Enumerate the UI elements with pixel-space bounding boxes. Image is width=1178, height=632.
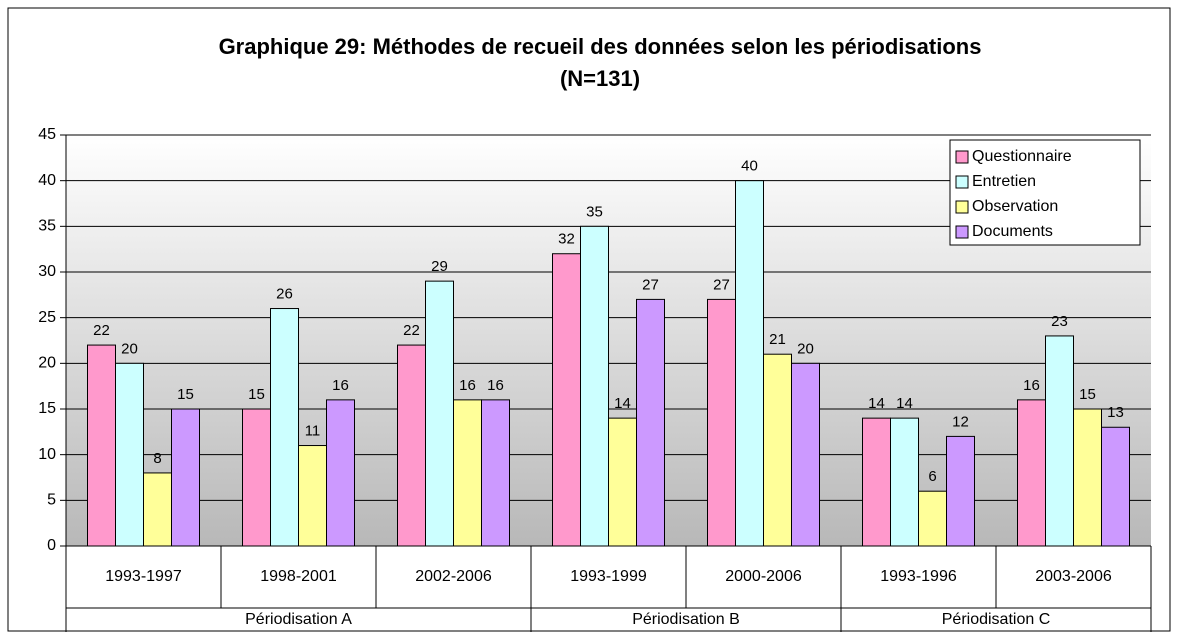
bar [481,399,510,547]
value-label: 11 [305,423,321,440]
bar [918,490,947,547]
y-tick-label: 30 [38,263,56,280]
bar [115,362,144,547]
legend-label: Documents [972,223,1053,240]
y-tick-label: 25 [38,309,56,326]
value-label: 16 [459,377,476,394]
y-tick-label: 15 [38,400,56,417]
bar [946,435,975,547]
value-label: 15 [248,386,265,403]
value-label: 26 [276,286,293,303]
y-tick-label: 35 [38,218,56,235]
bar [326,399,355,547]
legend-box [949,139,1141,246]
value-label: 27 [713,276,730,293]
legend-label: Entretien [972,173,1036,190]
value-label: 14 [896,395,913,412]
value-label: 8 [153,450,161,467]
bar [763,353,792,547]
value-label: 20 [797,340,814,357]
value-label: 32 [558,231,575,248]
value-label: 14 [868,395,885,412]
value-label: 23 [1051,313,1068,330]
x-tick-label: 2003-2006 [1035,568,1112,585]
x-tick-label: 1993-1997 [105,568,182,585]
bar [171,408,200,547]
value-label: 13 [1107,404,1124,421]
value-label: 22 [93,322,110,339]
y-tick-label: 20 [38,355,56,372]
group-label: Périodisation B [632,611,740,628]
group-label: Périodisation A [245,611,352,628]
value-label: 27 [642,276,659,293]
x-tick-label: 1998-2001 [260,568,337,585]
group-label: Périodisation C [942,611,1051,628]
value-label: 40 [741,158,758,175]
y-tick-label: 10 [38,446,56,463]
bar [397,344,426,547]
x-tick-label: 2002-2006 [415,568,492,585]
value-label: 15 [1079,386,1096,403]
value-label: 35 [586,203,603,220]
bar [707,298,736,547]
bar [298,445,327,547]
legend-swatch [955,200,969,214]
value-label: 15 [177,386,194,403]
x-tick-label: 1993-1996 [880,568,957,585]
value-label: 22 [403,322,420,339]
value-label: 12 [952,413,969,430]
bar [580,225,609,547]
legend-swatch [955,175,969,189]
legend-label: Observation [972,198,1058,215]
value-label: 6 [928,468,936,485]
bar [862,417,891,547]
bar [453,399,482,547]
value-label: 29 [431,258,448,275]
legend-swatch [955,225,969,239]
y-tick-label: 45 [38,126,56,143]
bar [1101,426,1130,547]
y-tick-label: 0 [47,537,56,554]
bar [608,417,637,547]
bar [1073,408,1102,547]
value-label: 14 [614,395,631,412]
legend-swatch [955,150,969,164]
chart-title: Graphique 29: Méthodes de recueil des do… [219,34,982,59]
bar [270,308,299,547]
bar [242,408,271,547]
x-tick-label: 1993-1999 [570,568,647,585]
bar [1045,335,1074,547]
value-label: 21 [769,331,786,348]
value-label: 16 [487,377,504,394]
chart-subtitle: (N=131) [560,66,640,91]
y-tick-label: 5 [47,492,56,509]
bar [143,472,172,547]
bar [735,180,764,547]
bar [1017,399,1046,547]
bar [552,253,581,547]
bar [425,280,454,547]
y-tick-label: 40 [38,172,56,189]
value-label: 16 [332,377,349,394]
bar [791,362,820,547]
legend-label: Questionnaire [972,148,1072,165]
bar [890,417,919,547]
bar [636,298,665,547]
value-label: 16 [1023,377,1040,394]
bar [87,344,116,547]
value-label: 20 [121,340,138,357]
x-tick-label: 2000-2006 [725,568,802,585]
